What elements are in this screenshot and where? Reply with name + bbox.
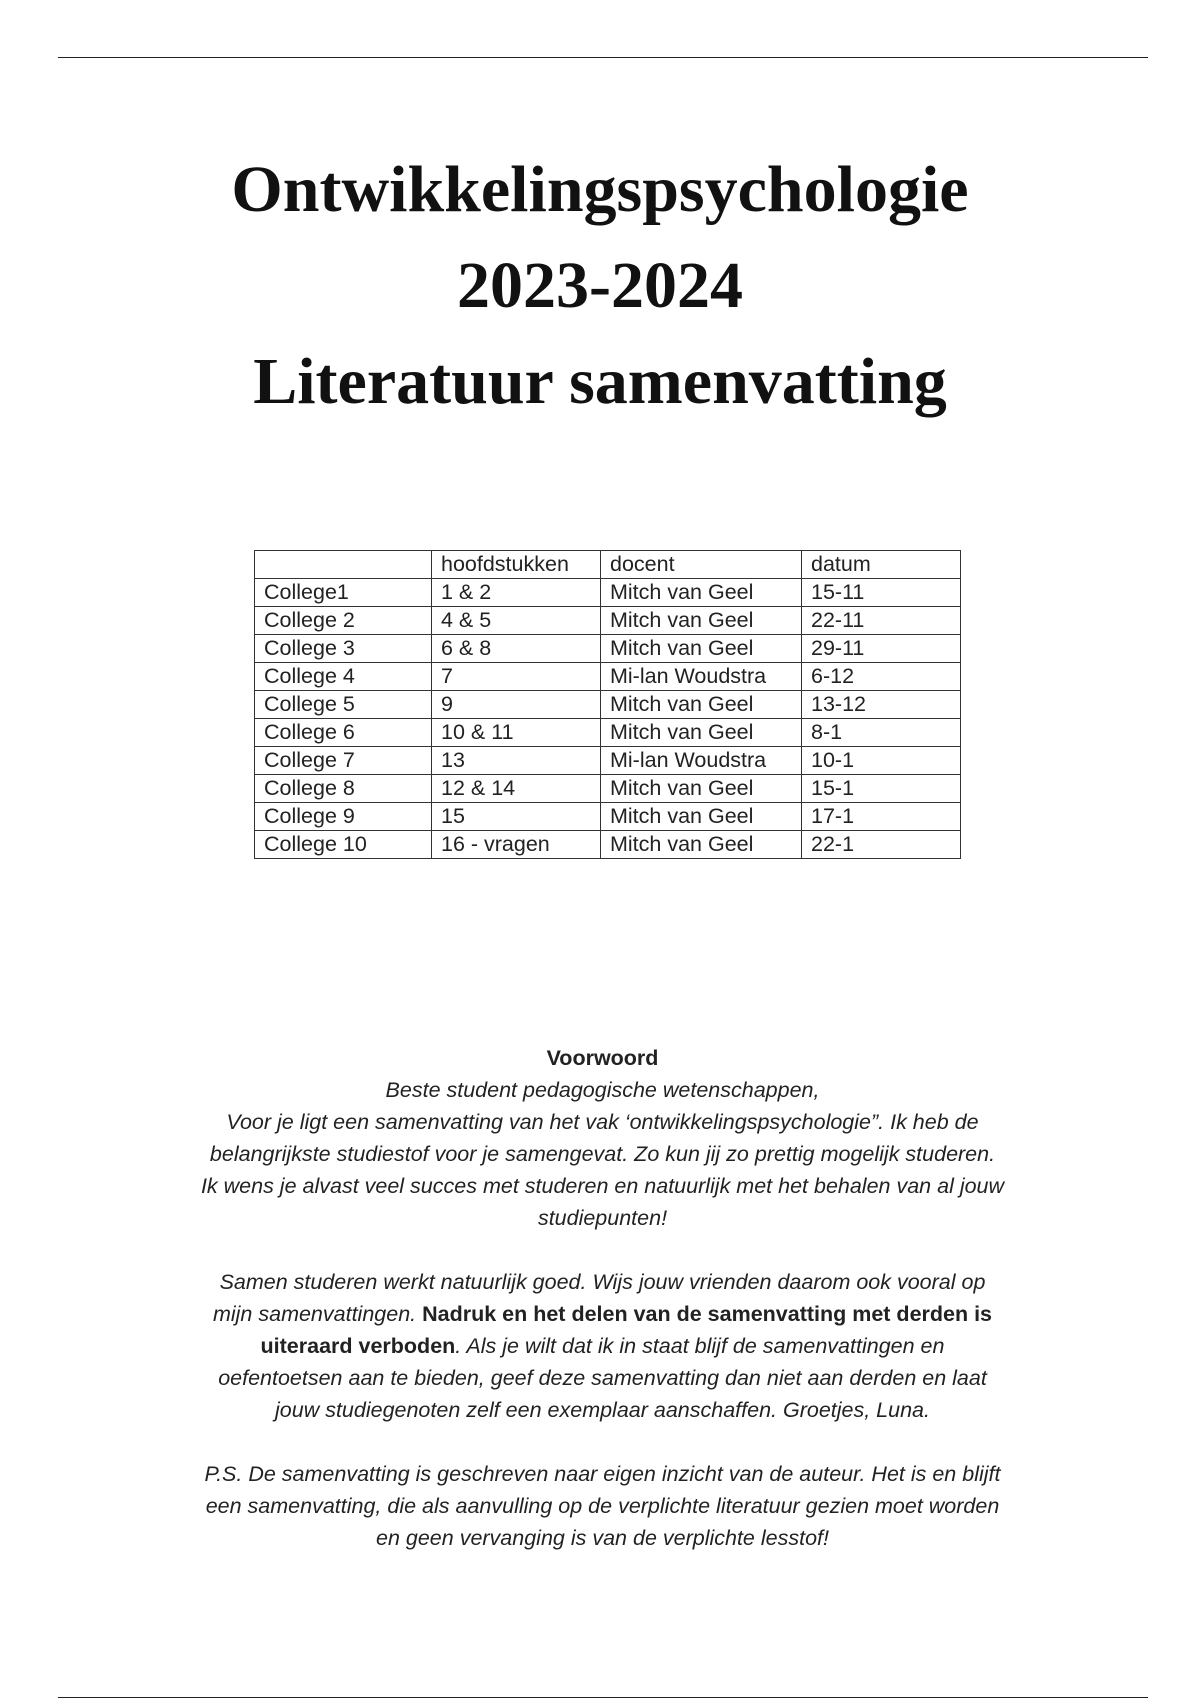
table-cell: 1 & 2 bbox=[431, 578, 601, 607]
text-line: . Als je wilt dat ik in staat blijf de s… bbox=[455, 1334, 945, 1358]
table-cell: Mitch van Geel bbox=[600, 718, 802, 747]
table-cell: 22-1 bbox=[801, 830, 961, 859]
title-line: Ontwikkelingspsychologie bbox=[231, 153, 969, 226]
preface-paragraph-1: Beste student pedagogische wetenschappen… bbox=[130, 1074, 1075, 1234]
table-cell: College 2 bbox=[254, 606, 432, 635]
header-cell: datum bbox=[801, 550, 961, 579]
table-cell: 13-12 bbox=[801, 690, 961, 719]
table-cell: Mitch van Geel bbox=[600, 606, 802, 635]
table-cell: 15 bbox=[431, 802, 601, 831]
table-row: College 5 9 Mitch van Geel 13-12 bbox=[254, 690, 961, 719]
text-line: mijn samenvattingen. bbox=[212, 1302, 423, 1326]
table-cell: College 10 bbox=[254, 830, 432, 859]
table-cell: Mitch van Geel bbox=[600, 774, 802, 803]
title-line: 2023-2024 bbox=[457, 249, 743, 322]
table-cell: 16 - vragen bbox=[431, 830, 601, 859]
table-row: College 7 13 Mi-lan Woudstra 10-1 bbox=[254, 746, 961, 775]
table-cell: Mi-lan Woudstra bbox=[600, 662, 802, 691]
table-cell: College1 bbox=[254, 578, 432, 607]
document-title: Ontwikkelingspsychologie 2023-2024 Liter… bbox=[0, 142, 1200, 430]
schedule-table: hoofdstukken docent datum College1 1 & 2 Mitc… bbox=[254, 550, 961, 859]
table-row: College 9 15 Mitch van Geel 17-1 bbox=[254, 802, 961, 831]
table-cell: Mitch van Geel bbox=[600, 830, 802, 859]
table-cell: 9 bbox=[431, 690, 601, 719]
table-cell: College 4 bbox=[254, 662, 432, 691]
top-rule bbox=[58, 57, 1148, 58]
table-cell: College 9 bbox=[254, 802, 432, 831]
preface: Voorwoord Beste student pedagogische wet… bbox=[130, 1042, 1075, 1554]
text-line: Ik wens je alvast veel succes met studer… bbox=[200, 1174, 1005, 1198]
table-cell: Mi-lan Woudstra bbox=[600, 746, 802, 775]
table-cell: College 3 bbox=[254, 634, 432, 663]
table-cell: 7 bbox=[431, 662, 601, 691]
table-cell: Mitch van Geel bbox=[600, 802, 802, 831]
bold-warning: uiteraard verboden bbox=[260, 1334, 456, 1358]
preface-paragraph-2: Samen studeren werkt natuurlijk goed. Wi… bbox=[130, 1266, 1075, 1426]
bold-warning: Nadruk en het delen van de samenvatting … bbox=[422, 1302, 993, 1326]
table-cell: 12 & 14 bbox=[431, 774, 601, 803]
text-line: belangrijkste studiestof voor je samenge… bbox=[209, 1142, 996, 1166]
header-cell: hoofdstukken bbox=[431, 550, 601, 579]
text-line: Voor je ligt een samenvatting van het va… bbox=[226, 1110, 979, 1134]
table-cell: College 6 bbox=[254, 718, 432, 747]
header-row: hoofdstukken docent datum bbox=[254, 550, 961, 579]
table-cell: 15-1 bbox=[801, 774, 961, 803]
table-cell: 10 & 11 bbox=[431, 718, 601, 747]
table-cell: 17-1 bbox=[801, 802, 961, 831]
title-line: Literatuur samenvatting bbox=[253, 345, 947, 418]
table-row: College 8 12 & 14 Mitch van Geel 15-1 bbox=[254, 774, 961, 803]
text-line: jouw studiegenoten zelf een exemplaar aa… bbox=[275, 1398, 930, 1422]
table-row: College 4 7 Mi-lan Woudstra 6-12 bbox=[254, 662, 961, 691]
text-line: Beste student pedagogische wetenschappen… bbox=[385, 1078, 820, 1102]
table-cell: 6-12 bbox=[801, 662, 961, 691]
table-cell: 13 bbox=[431, 746, 601, 775]
preface-heading: Voorwoord bbox=[546, 1046, 659, 1070]
text-line: P.S. De samenvatting is geschreven naar … bbox=[204, 1462, 1001, 1486]
table-cell: 29-11 bbox=[801, 634, 961, 663]
text-line: oefentoetsen aan te bieden, geef deze sa… bbox=[218, 1366, 987, 1390]
text-line: studiepunten! bbox=[537, 1206, 668, 1230]
table-cell: 8-1 bbox=[801, 718, 961, 747]
table-cell: 4 & 5 bbox=[431, 606, 601, 635]
table-cell: Mitch van Geel bbox=[600, 690, 802, 719]
text-line: Samen studeren werkt natuurlijk goed. Wi… bbox=[219, 1270, 986, 1294]
table-cell: College 8 bbox=[254, 774, 432, 803]
table-row: College 10 16 - vragen Mitch van Geel 22-1 bbox=[254, 830, 961, 859]
text-line: en geen vervanging is van de verplichte … bbox=[376, 1526, 829, 1550]
table-row: College1 1 & 2 Mitch van Geel 15-11 bbox=[254, 578, 961, 607]
table-cell: 6 & 8 bbox=[431, 634, 601, 663]
table-cell: 22-11 bbox=[801, 606, 961, 635]
table-cell: Mitch van Geel bbox=[600, 578, 802, 607]
header-cell bbox=[254, 550, 432, 579]
table-cell: College 7 bbox=[254, 746, 432, 775]
table-cell: College 5 bbox=[254, 690, 432, 719]
bottom-rule bbox=[58, 1697, 1148, 1698]
table-cell: 15-11 bbox=[801, 578, 961, 607]
preface-paragraph-3: P.S. De samenvatting is geschreven naar … bbox=[130, 1458, 1075, 1554]
table-row: College 6 10 & 11 Mitch van Geel 8-1 bbox=[254, 718, 961, 747]
text-line: een samenvatting, die als aanvulling op … bbox=[205, 1494, 1000, 1518]
table-cell: 10-1 bbox=[801, 746, 961, 775]
header-cell: docent bbox=[600, 550, 802, 579]
table-cell: Mitch van Geel bbox=[600, 634, 802, 663]
